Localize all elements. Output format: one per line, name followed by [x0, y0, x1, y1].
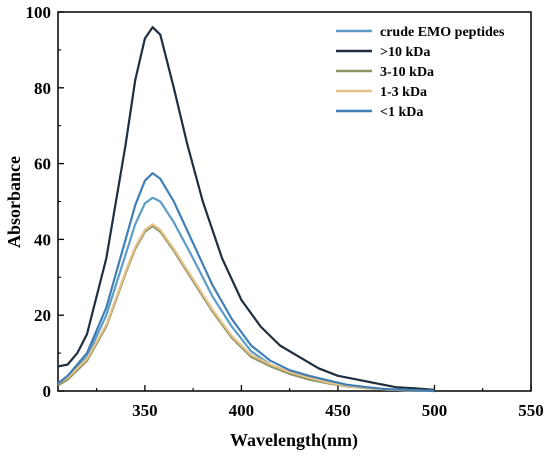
series-line-4	[57, 172, 435, 393]
series-line-0	[57, 196, 435, 393]
y-tick-label: 80	[34, 79, 51, 98]
x-axis-title: Wavelength(nm)	[230, 430, 358, 451]
y-tick-label: 100	[26, 3, 52, 22]
legend-label: 3-10 kDa	[380, 65, 434, 80]
x-tick-label: 350	[132, 401, 158, 420]
y-tick-label: 40	[34, 230, 51, 249]
x-tick-label: 400	[229, 401, 255, 420]
y-tick-label: 60	[34, 155, 51, 174]
legend-label: >10 kDa	[380, 45, 430, 60]
x-tick-label: 450	[325, 401, 351, 420]
legend-label: <1 kDa	[380, 105, 423, 120]
y-axis-title: Absorbance	[4, 156, 24, 248]
y-tick-label: 20	[34, 306, 51, 325]
legend-label: 1-3 kDa	[380, 85, 427, 100]
series-line-1	[57, 26, 435, 391]
x-tick-label: 500	[422, 401, 448, 420]
plot-frame	[57, 11, 532, 392]
x-tick-label: 550	[518, 401, 544, 420]
legend-label: crude EMO peptides	[380, 25, 505, 40]
y-tick-label: 0	[43, 382, 52, 401]
